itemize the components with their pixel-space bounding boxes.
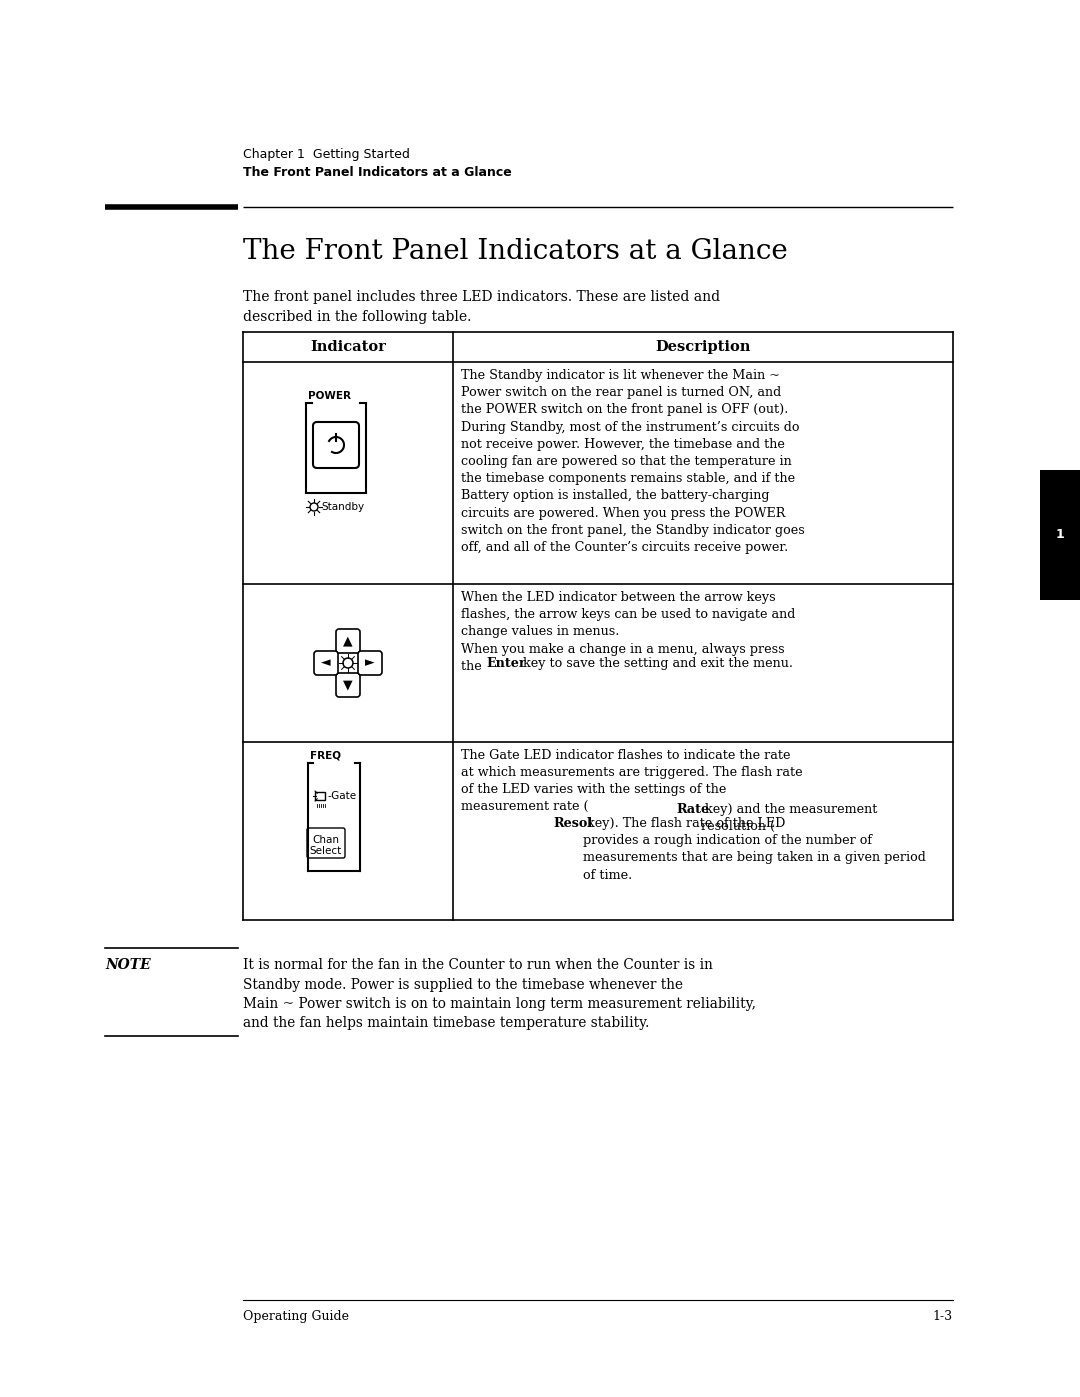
FancyBboxPatch shape [313, 422, 359, 468]
Text: 1-3: 1-3 [933, 1310, 953, 1323]
Text: Standby: Standby [321, 502, 364, 511]
Text: Select: Select [310, 847, 342, 856]
Text: POWER: POWER [308, 391, 351, 401]
FancyBboxPatch shape [314, 651, 338, 675]
Text: It is normal for the fan in the Counter to run when the Counter is in
Standby mo: It is normal for the fan in the Counter … [243, 958, 756, 1031]
Text: The Front Panel Indicators at a Glance: The Front Panel Indicators at a Glance [243, 166, 512, 179]
Circle shape [343, 658, 353, 668]
Text: FREQ: FREQ [310, 752, 341, 761]
Text: ▼: ▼ [343, 679, 353, 692]
FancyBboxPatch shape [307, 828, 345, 858]
Text: ▲: ▲ [343, 634, 353, 647]
Text: Chan: Chan [312, 835, 339, 845]
Text: Indicator: Indicator [310, 339, 386, 353]
Text: When you make a change in a menu, always press
the: When you make a change in a menu, always… [461, 643, 785, 673]
Text: Chapter 1  Getting Started: Chapter 1 Getting Started [243, 148, 410, 161]
FancyBboxPatch shape [357, 651, 382, 675]
Text: key) and the measurement
resolution (: key) and the measurement resolution ( [701, 803, 877, 833]
Text: Description: Description [656, 339, 751, 353]
Text: The front panel includes three LED indicators. These are listed and
described in: The front panel includes three LED indic… [243, 291, 720, 324]
Text: Enter: Enter [486, 657, 526, 671]
Text: ►: ► [365, 657, 375, 669]
Bar [1040, 469, 1080, 599]
Text: ◄: ◄ [321, 657, 330, 669]
Text: The Front Panel Indicators at a Glance: The Front Panel Indicators at a Glance [243, 237, 787, 265]
FancyBboxPatch shape [336, 629, 360, 652]
Text: Rate: Rate [676, 803, 710, 816]
Text: Operating Guide: Operating Guide [243, 1310, 349, 1323]
Text: -Gate: -Gate [327, 791, 356, 800]
Text: key to save the setting and exit the menu.: key to save the setting and exit the men… [519, 657, 793, 671]
Text: The Standby indicator is lit whenever the Main ~
Power switch on the rear panel : The Standby indicator is lit whenever th… [461, 369, 805, 555]
Text: The Gate LED indicator flashes to indicate the rate
at which measurements are tr: The Gate LED indicator flashes to indica… [461, 749, 802, 813]
Circle shape [310, 503, 318, 511]
FancyBboxPatch shape [336, 673, 360, 697]
Text: Resol: Resol [553, 817, 592, 830]
Text: NOTE: NOTE [105, 958, 151, 972]
Text: 1: 1 [1055, 528, 1065, 542]
Text: When the LED indicator between the arrow keys
flashes, the arrow keys can be use: When the LED indicator between the arrow… [461, 591, 795, 638]
Text: key). The flash rate of the LED
provides a rough indication of the number of
mea: key). The flash rate of the LED provides… [583, 817, 926, 882]
FancyBboxPatch shape [315, 792, 325, 800]
